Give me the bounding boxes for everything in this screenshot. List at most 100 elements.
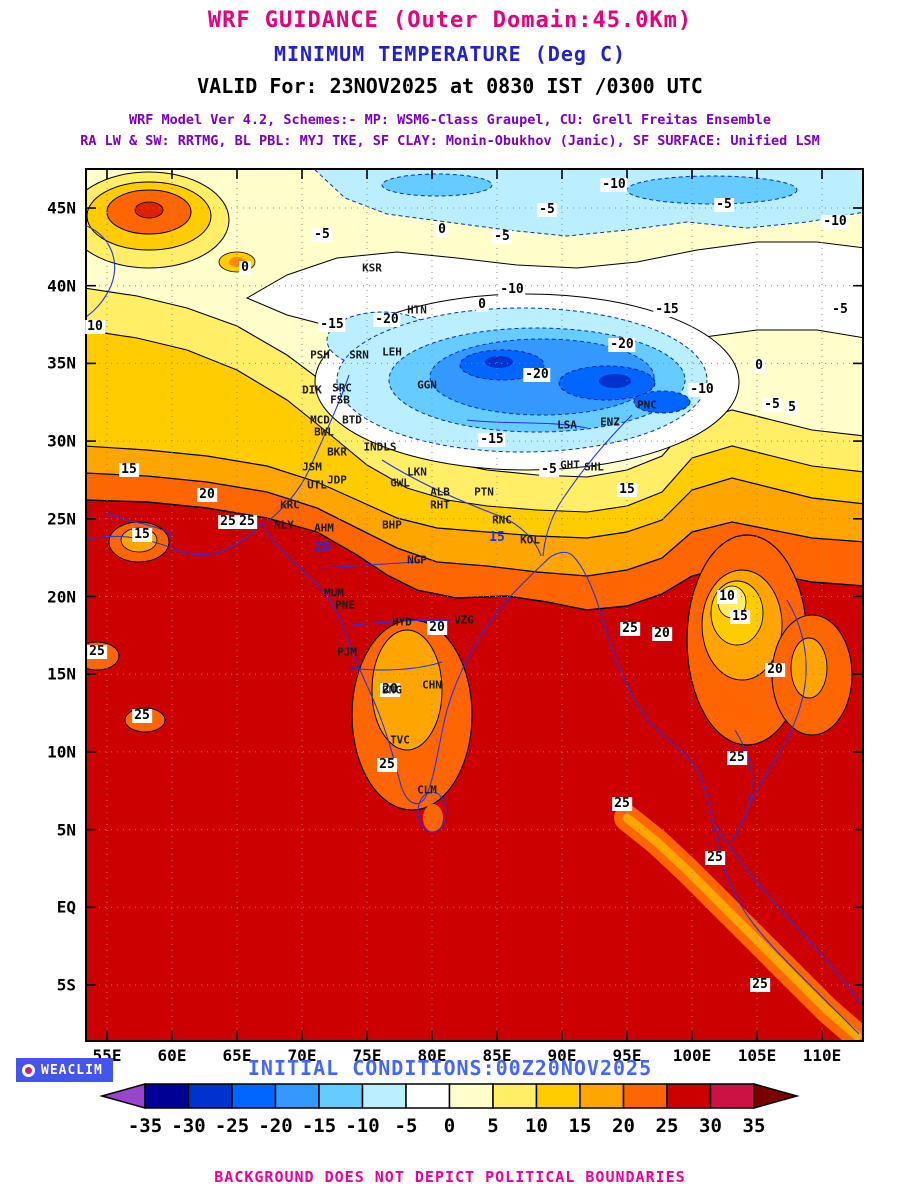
colorbar-segment [666,1083,712,1109]
colorbar-tick-label: 0 [444,1115,455,1137]
sumatra-warm-core [622,813,862,1040]
colorbar-arrow [753,1083,800,1109]
vietnam-coast [746,599,807,811]
y-tick-label: 45N [47,198,76,218]
colorbar-segment [622,1083,668,1109]
cold-core-min-1 [599,374,631,388]
y-tick-label: 20N [47,587,76,606]
weaclim-label: WEACLIM [41,1062,103,1078]
colorbar-tick-label: -10 [345,1115,379,1137]
colorbar-tick-label: 10 [525,1115,548,1137]
valid-time-text: VALID For: 23NOV2025 at 0830 IST /0300 U… [197,74,703,98]
contour-map-svg [87,170,862,1040]
y-axis-labels: 45N 40N 35N 30N 25N 20N 15N 10N 5N EQ 5S [30,170,78,1040]
ganges-river [381,459,542,557]
colorbar-segment [274,1083,320,1109]
model-config-line-1: WRF Model Ver 4.2, Schemes:- MP: WSM6-Cl… [128,112,772,128]
brahmaputra-river [542,414,633,557]
y-tick-label: 5N [56,820,76,840]
warm-blob-nw-core [134,201,164,219]
colorbar-tick-label: -15 [302,1115,336,1137]
colorbar-tick-label: -35 [128,1115,162,1137]
model-config-line-2: RA LW & SW: RRTMG, BL PBL: MYJ TKE, SF C… [80,133,820,149]
x-tick-label: 110E [802,1046,842,1065]
colorbar-segment [405,1083,451,1109]
warm-blob-small-core [229,257,245,267]
cold-core-neg25-se [633,390,691,414]
narmada-river [321,561,423,569]
colorbar-segment [579,1083,625,1109]
deccan-plateau-core [371,629,443,751]
y-tick-label: EQ [56,897,76,917]
colorbar-tick-label: 30 [699,1115,722,1137]
colorbar-segment [709,1083,755,1109]
colorbar-segment [492,1083,538,1109]
chart-subtitle: MINIMUM TEMPERATURE (Deg C) [273,42,627,66]
colorbar-segment [361,1083,407,1109]
y-tick-label: 25N [47,509,76,529]
y-tick-label: 40N [47,276,76,296]
colorbar-tick-label: -20 [258,1115,292,1137]
colorbar-tick-label: 5 [487,1115,498,1137]
x-axis-labels: 55E 60E 65E 70E 75E 80E 85E 90E 95E 100E 105E 110E [87,1046,862,1070]
x-tick-label: 70E [287,1046,317,1065]
x-tick-label: 100E [672,1046,712,1065]
sumatra-coast [714,824,862,1006]
cold-core-north-west [381,173,493,197]
page-title: WRF GUIDANCE (Outer Domain:45.0Km) [207,8,693,33]
x-tick-label: 65E [222,1046,252,1065]
x-tick-label: 85E [482,1046,512,1065]
gulf-of-thailand [731,729,753,843]
x-tick-label: 75E [352,1046,382,1065]
y-tick-label: 10N [47,742,76,762]
colorbar-tick-label: -25 [215,1115,249,1137]
weaclim-logo-icon [22,1063,35,1077]
oman-cool-patch-core [120,527,158,553]
colorbar-svg: -35 -30 -25 -20 -15 -10 -5 0 5 10 15 20 25 30 35 [99,1083,800,1137]
arabian-sea-contour-blob-2 [124,707,166,733]
krishna-river [348,661,443,671]
colorbar-tick-label: 15 [569,1115,592,1137]
colorbar-segment [318,1083,364,1109]
caspian-outline [87,225,116,317]
gridlines [87,170,862,1040]
srilanka-interior [423,804,443,832]
colorbar-segment [231,1083,277,1109]
colorbar-tick-label: -5 [395,1115,418,1137]
india-seasia-coast [262,521,860,1035]
x-tick-label: 60E [157,1046,187,1065]
disclaimer-text: BACKGROUND DOES NOT DEPICT POLITICAL BOU… [214,1168,686,1186]
colorbar-segment [535,1083,581,1109]
colorbar-segment [144,1083,190,1109]
x-tick-label: 95E [612,1046,642,1065]
indochina-core [790,637,828,699]
indus-river [266,374,350,523]
y-tick-label: 30N [47,431,76,451]
persian-gulf [104,511,176,539]
initial-conditions-text: INITIAL CONDITIONS:00Z20NOV2025 [247,1056,653,1080]
colorbar-segment [448,1083,494,1109]
x-tick-label: 90E [547,1046,577,1065]
colorbar-tick-label: 35 [743,1115,766,1137]
colorbar-tick-label: -30 [171,1115,205,1137]
seasia-highland-coolest [717,585,747,619]
godavari-river [351,619,460,626]
srilanka-outline [417,791,447,833]
y-tick-label: 35N [47,353,76,373]
x-tick-label: 105E [737,1046,777,1065]
colorbar-arrow [99,1083,146,1109]
contour-map [85,168,864,1042]
cold-core-north-east [626,175,798,205]
colorbar: -35 -30 -25 -20 -15 -10 -5 0 5 10 15 20 25 30 35 [99,1082,800,1142]
colorbar-tick-label: 20 [612,1115,635,1137]
arabian-coast [87,521,264,556]
cold-core-min-2 [485,356,513,368]
y-tick-label: 5S [56,975,76,995]
colorbar-segment [187,1083,233,1109]
x-tick-label: 80E [417,1046,447,1065]
y-tick-label: 15N [47,664,76,684]
yarlung-river [466,419,588,429]
weaclim-badge: WEACLIM [16,1058,113,1082]
coastlines-rivers [87,225,862,1035]
